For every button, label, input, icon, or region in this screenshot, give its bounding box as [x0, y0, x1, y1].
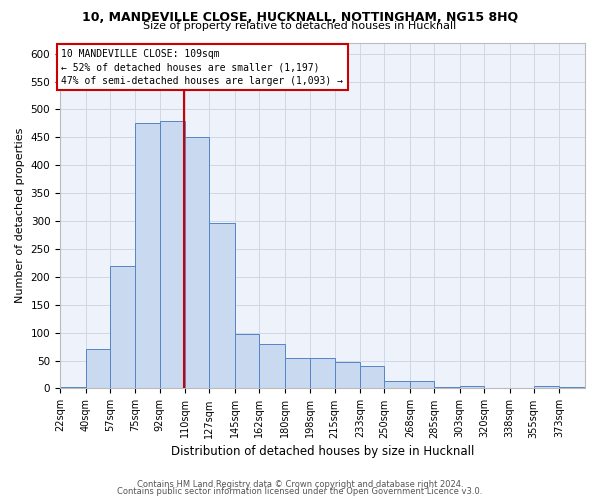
Bar	[110, 266, 136, 388]
Bar	[209, 222, 235, 388]
Y-axis label: Number of detached properties: Number of detached properties	[15, 128, 25, 303]
Bar	[185, 138, 209, 388]
Bar	[86, 350, 110, 389]
Bar	[136, 124, 160, 388]
Text: Size of property relative to detached houses in Hucknall: Size of property relative to detached ho…	[143, 21, 457, 31]
Bar	[360, 366, 385, 388]
Bar	[285, 358, 310, 388]
Text: 10 MANDEVILLE CLOSE: 109sqm
← 52% of detached houses are smaller (1,197)
47% of : 10 MANDEVILLE CLOSE: 109sqm ← 52% of det…	[61, 49, 343, 86]
X-axis label: Distribution of detached houses by size in Hucknall: Distribution of detached houses by size …	[171, 444, 474, 458]
Bar	[410, 381, 434, 388]
Bar	[460, 386, 484, 388]
Bar	[310, 358, 335, 388]
Bar	[160, 120, 185, 388]
Text: 10, MANDEVILLE CLOSE, HUCKNALL, NOTTINGHAM, NG15 8HQ: 10, MANDEVILLE CLOSE, HUCKNALL, NOTTINGH…	[82, 11, 518, 24]
Bar	[259, 344, 285, 389]
Bar	[534, 386, 559, 388]
Text: Contains HM Land Registry data © Crown copyright and database right 2024.: Contains HM Land Registry data © Crown c…	[137, 480, 463, 489]
Bar	[385, 381, 410, 388]
Text: Contains public sector information licensed under the Open Government Licence v3: Contains public sector information licen…	[118, 487, 482, 496]
Bar	[235, 334, 259, 388]
Bar	[335, 362, 360, 388]
